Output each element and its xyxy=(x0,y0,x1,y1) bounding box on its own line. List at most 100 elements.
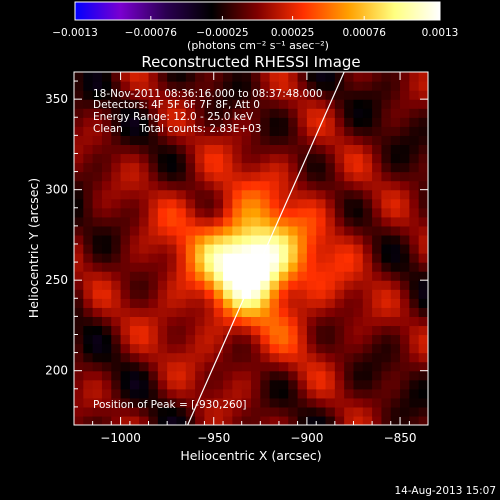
heatmap-cell xyxy=(167,180,178,191)
heatmap-cell xyxy=(409,280,420,290)
heatmap-cell xyxy=(260,99,271,109)
heatmap-cell xyxy=(195,72,206,82)
heatmap-cell xyxy=(204,162,215,173)
chart-title: Reconstructed RHESSI Image xyxy=(141,53,360,71)
heatmap-cell xyxy=(223,225,233,236)
heatmap-cell xyxy=(409,298,420,308)
heatmap-cell xyxy=(232,406,243,417)
heatmap-cell xyxy=(204,388,215,399)
colorbar-tick-label: 0.00076 xyxy=(342,27,386,39)
heatmap-cell xyxy=(223,180,233,191)
heatmap-cell xyxy=(362,343,373,354)
heatmap-cell xyxy=(195,81,206,91)
heatmap-cell xyxy=(251,135,261,146)
heatmap-cell xyxy=(176,108,187,118)
heatmap-cell xyxy=(120,153,131,164)
heatmap-cell xyxy=(390,370,401,381)
heatmap-cell xyxy=(353,262,364,272)
heatmap-cell xyxy=(157,117,168,127)
heatmap-cell xyxy=(306,108,317,118)
heatmap-cell xyxy=(334,262,345,272)
heatmap-cell xyxy=(157,415,168,425)
heatmap-cell xyxy=(297,343,308,354)
heatmap-cell xyxy=(129,135,140,146)
heatmap-cell xyxy=(334,162,345,173)
heatmap-cell xyxy=(288,271,299,281)
heatmap-cell xyxy=(185,162,196,173)
heatmap-cell xyxy=(176,415,187,425)
heatmap-cell xyxy=(372,307,383,317)
heatmap-cell xyxy=(306,144,317,155)
heatmap-cell xyxy=(316,171,327,182)
heatmap-cell xyxy=(185,81,196,91)
heatmap-cell xyxy=(306,90,317,100)
heatmap-cell xyxy=(409,370,420,381)
heatmap-cell xyxy=(204,307,215,317)
heatmap-cell xyxy=(381,72,392,82)
heatmap-cell xyxy=(316,189,327,200)
heatmap-cell xyxy=(176,280,187,290)
heatmap-cell xyxy=(185,325,196,336)
heatmap-cell xyxy=(390,234,401,245)
heatmap-cell xyxy=(353,180,364,191)
heatmap-cell xyxy=(176,298,187,308)
heatmap-cell xyxy=(204,99,215,109)
heatmap-cell xyxy=(409,415,420,425)
heatmap-cell xyxy=(83,316,94,327)
heatmap-cell xyxy=(111,153,122,164)
heatmap-cell xyxy=(213,343,224,354)
heatmap-cell xyxy=(362,162,373,173)
heatmap-cell xyxy=(167,388,178,399)
heatmap-cell xyxy=(213,216,224,227)
heatmap-cell xyxy=(306,162,317,173)
heatmap-cell xyxy=(92,298,103,308)
heatmap-cell xyxy=(334,343,345,354)
heatmap-cell xyxy=(418,397,428,408)
heatmap-cell xyxy=(325,117,336,127)
heatmap-cell xyxy=(344,90,355,100)
heatmap-cell xyxy=(334,379,345,390)
heatmap-cell xyxy=(353,397,364,408)
heatmap-cell xyxy=(129,352,140,363)
heatmap-cell xyxy=(344,352,355,363)
heatmap-cell xyxy=(372,117,383,127)
heatmap-cell xyxy=(167,144,178,155)
heatmap-cell xyxy=(334,271,345,281)
heatmap-cell xyxy=(260,198,271,209)
heatmap-cell xyxy=(74,307,84,317)
heatmap-cell xyxy=(195,388,206,399)
heatmap-cell xyxy=(316,135,327,146)
heatmap-cell xyxy=(278,117,289,127)
heatmap-cell xyxy=(251,334,261,345)
heatmap-cell xyxy=(195,271,206,281)
heatmap-cell xyxy=(390,198,401,209)
heatmap-cell xyxy=(167,81,178,91)
heatmap-cell xyxy=(120,289,131,299)
heatmap-cell xyxy=(83,99,94,109)
heatmap-cell xyxy=(232,289,243,299)
heatmap-cell xyxy=(297,325,308,336)
heatmap-cell xyxy=(353,234,364,245)
heatmap-cell xyxy=(334,144,345,155)
heatmap-cell xyxy=(260,370,271,381)
heatmap-cell xyxy=(409,289,420,299)
heatmap-cell xyxy=(400,361,410,372)
heatmap-cell xyxy=(241,126,252,136)
heatmap-cell xyxy=(129,280,140,290)
heatmap-cell xyxy=(120,388,131,399)
heatmap-cell xyxy=(372,189,383,200)
heatmap-cell xyxy=(241,406,252,417)
heatmap-cell xyxy=(269,253,280,263)
heatmap-cell xyxy=(362,352,373,363)
heatmap-cell xyxy=(157,72,168,82)
heatmap-cell xyxy=(111,334,122,345)
heatmap-cell xyxy=(400,343,410,354)
heatmap-cell xyxy=(418,207,428,218)
heatmap-cell xyxy=(251,207,261,218)
heatmap-cell xyxy=(204,289,215,299)
heatmap-cell xyxy=(372,234,383,245)
heatmap-cell xyxy=(390,325,401,336)
heatmap-cell xyxy=(344,343,355,354)
heatmap-cell xyxy=(325,225,336,236)
heatmap-cell xyxy=(372,162,383,173)
